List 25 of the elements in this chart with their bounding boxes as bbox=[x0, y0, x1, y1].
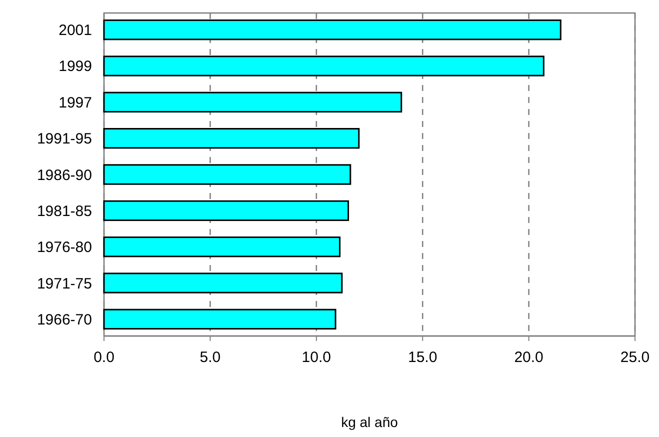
x-tick-label: 15.0 bbox=[408, 349, 438, 366]
x-tick-label: 10.0 bbox=[302, 349, 331, 366]
y-tick-label: 1981-85 bbox=[36, 202, 92, 220]
y-tick-label: 1971-75 bbox=[36, 275, 92, 292]
bar bbox=[103, 56, 544, 76]
bar bbox=[103, 128, 360, 149]
bar bbox=[103, 92, 402, 112]
y-tick-label: 2001 bbox=[58, 22, 92, 40]
y-tick-label: 1966-70 bbox=[36, 311, 92, 328]
x-tick-label: 5.0 bbox=[200, 349, 221, 366]
x-tick-label: 0.0 bbox=[94, 349, 114, 366]
y-tick-label: 1999 bbox=[58, 58, 92, 76]
x-tick-label: 25.0 bbox=[620, 349, 650, 366]
x-tick-label: 20.0 bbox=[514, 349, 544, 366]
y-tick-label: 1997 bbox=[58, 94, 92, 112]
bar bbox=[103, 19, 562, 40]
y-tick-label: 1991-95 bbox=[36, 130, 92, 148]
bar bbox=[103, 272, 343, 294]
x-axis-title: kg al año bbox=[341, 414, 398, 430]
bar bbox=[103, 308, 336, 330]
bar bbox=[103, 236, 341, 258]
y-tick-label: 1986-90 bbox=[36, 166, 92, 184]
bar bbox=[103, 200, 350, 222]
y-tick-label: 1976-80 bbox=[36, 239, 92, 256]
bar bbox=[103, 164, 352, 185]
